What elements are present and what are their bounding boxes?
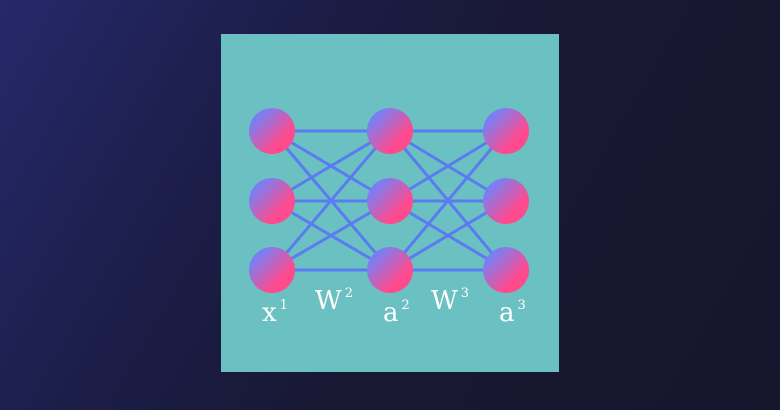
neuron-layer2-3 <box>367 247 413 293</box>
neuron-layer3-1 <box>483 108 529 154</box>
neuron-layer2-2 <box>367 178 413 224</box>
edge-l2-n3-to-l3-n1 <box>388 130 508 271</box>
edge-l1-n3-to-l2-n1 <box>270 130 392 271</box>
neuron-layer3-3 <box>483 247 529 293</box>
neuron-layer3-2 <box>483 178 529 224</box>
network-graph <box>249 108 529 293</box>
neuron-layer1-1 <box>249 108 295 154</box>
neuron-layer2-1 <box>367 108 413 154</box>
neuron-layer1-3 <box>249 247 295 293</box>
neuron-layer1-2 <box>249 178 295 224</box>
